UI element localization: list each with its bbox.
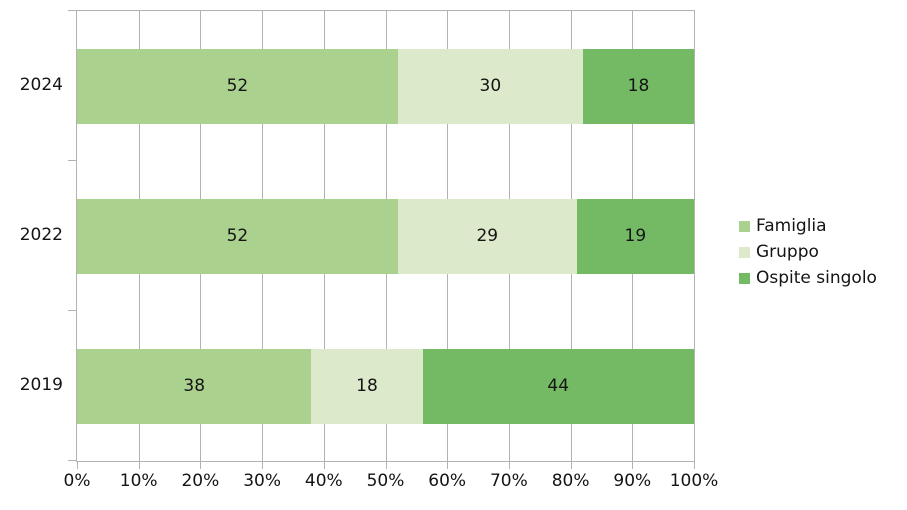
legend-swatch-icon	[739, 272, 750, 284]
bar-value-label: 19	[624, 226, 647, 246]
bar-segment-ospite-singolo: 18	[582, 48, 694, 124]
x-tick-label: 10%	[119, 471, 158, 491]
y-category-label: 2022	[19, 225, 63, 245]
bar-value-label: 44	[547, 376, 570, 396]
x-tick-label: 100%	[669, 471, 719, 491]
bar-segment-ospite-singolo: 19	[576, 198, 694, 274]
x-axis-tick	[385, 462, 387, 469]
bar-segment-gruppo: 29	[397, 198, 577, 274]
y-axis-tick	[68, 10, 76, 11]
y-axis-tick	[68, 310, 76, 311]
bar-row: 52 30 18	[77, 48, 694, 124]
gridline	[694, 11, 695, 461]
x-axis-tick	[200, 462, 202, 469]
x-tick-label: 60%	[428, 471, 467, 491]
x-axis-tick	[323, 462, 325, 469]
x-tick-label: 50%	[366, 471, 405, 491]
bar-row: 38 18 44	[77, 348, 694, 424]
x-axis-tick	[570, 462, 572, 469]
bar-value-label: 18	[627, 76, 650, 96]
legend-swatch-icon	[739, 220, 750, 232]
bar-segment-gruppo: 30	[397, 48, 583, 124]
bar-segment-famiglia: 38	[77, 348, 312, 424]
bar-value-label: 52	[226, 226, 249, 246]
bar-value-label: 29	[476, 226, 499, 246]
y-axis-tick	[68, 160, 76, 161]
bar-row: 52 29 19	[77, 198, 694, 274]
x-tick-label: 80%	[551, 471, 590, 491]
x-axis-tick	[632, 462, 634, 469]
bar-segment-gruppo: 18	[311, 348, 423, 424]
x-axis-tick	[262, 462, 264, 469]
legend-label: Famiglia	[756, 216, 827, 236]
x-tick-label: 90%	[613, 471, 652, 491]
x-tick-label: 70%	[489, 471, 528, 491]
bar-value-label: 38	[183, 376, 206, 396]
y-category-label: 2024	[19, 75, 63, 95]
bar-segment-ospite-singolo: 44	[422, 348, 694, 424]
legend-item-ospite-singolo: Ospite singolo	[739, 265, 877, 291]
bar-value-label: 52	[226, 76, 249, 96]
legend-label: Ospite singolo	[756, 268, 877, 288]
legend-label: Gruppo	[756, 242, 819, 262]
legend-item-gruppo: Gruppo	[739, 239, 877, 265]
bar-value-label: 18	[356, 376, 378, 396]
x-tick-label: 40%	[304, 471, 343, 491]
legend: Famiglia Gruppo Ospite singolo	[739, 213, 877, 291]
bar-value-label: 30	[479, 76, 502, 96]
x-axis-tick	[694, 462, 695, 469]
x-axis-tick	[77, 462, 78, 469]
x-tick-label: 0%	[63, 471, 91, 491]
x-tick-label: 30%	[243, 471, 281, 491]
legend-item-famiglia: Famiglia	[739, 213, 877, 239]
x-axis-tick	[508, 462, 510, 469]
legend-swatch-icon	[739, 246, 750, 258]
bar-segment-famiglia: 52	[77, 198, 398, 274]
y-axis-tick	[68, 460, 76, 461]
x-tick-label: 20%	[181, 471, 220, 491]
x-axis-tick	[447, 462, 449, 469]
y-category-label: 2019	[19, 375, 63, 395]
x-axis-tick	[138, 462, 140, 469]
bar-segment-famiglia: 52	[77, 48, 398, 124]
plot-area: 52 30 18 52 29 19 38 18 44	[76, 10, 695, 462]
